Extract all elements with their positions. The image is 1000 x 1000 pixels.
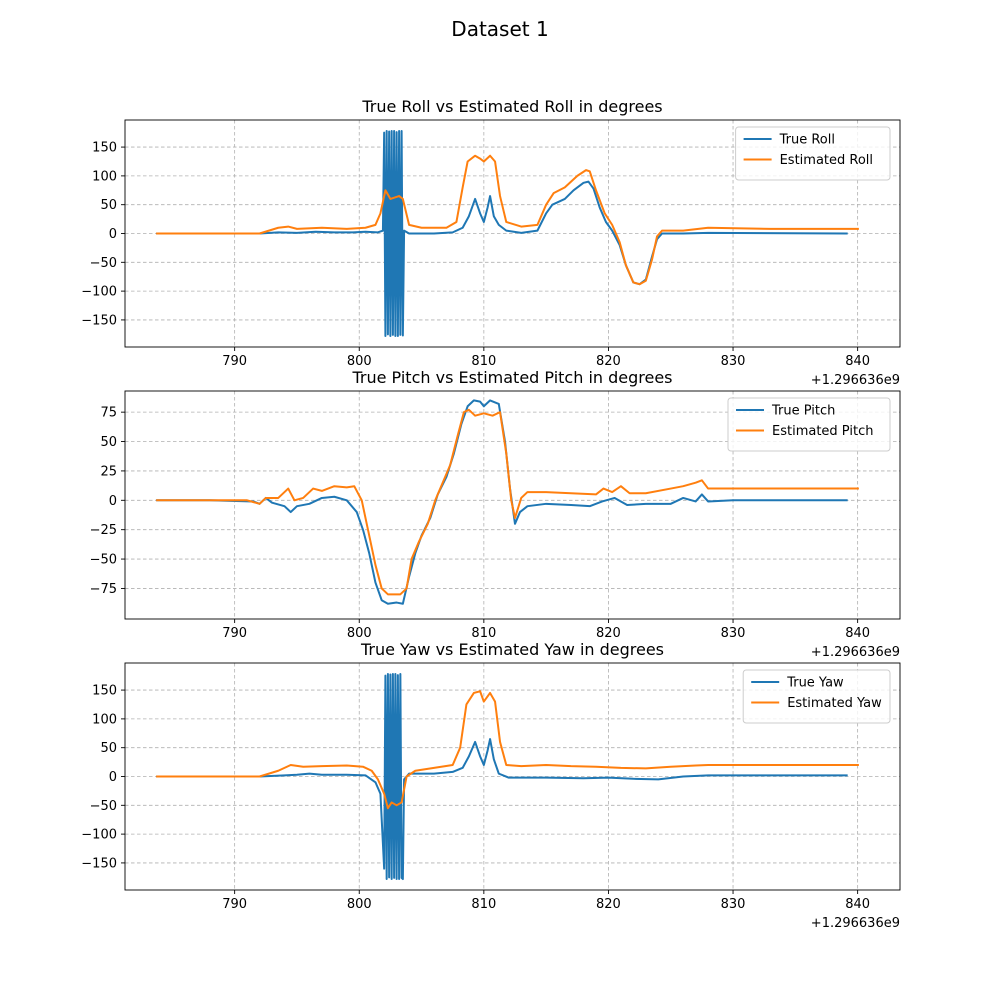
yaw-legend-box — [742, 669, 891, 724]
pitch-x-offset-label: +1.296636e9 — [811, 645, 900, 660]
pitch-legend-box — [727, 397, 891, 452]
true-roll-line — [156, 129, 848, 338]
roll-y-tick-label: −100 — [81, 285, 117, 300]
yaw-subplot-title: True Yaw vs Estimated Yaw in degrees — [360, 640, 664, 659]
roll-subplot: 790 800 810 820 830 840 −150 −100 −50 0 50 100 150 +1… — [81, 97, 901, 388]
yaw-y-tick-label: −150 — [81, 856, 117, 871]
roll-x-tick-label: 800 — [347, 354, 372, 369]
yaw-x-tick-label: 800 — [347, 897, 372, 912]
pitch-x-tick-label: 840 — [845, 626, 870, 641]
yaw-x-tick-label: 840 — [845, 897, 870, 912]
pitch-subplot: 790 800 810 820 830 840 −75 −50 −25 0 25 50 75 +1.296… — [90, 368, 901, 660]
yaw-y-tick-label: 150 — [92, 684, 117, 699]
pitch-y-tick-label: −50 — [90, 553, 117, 568]
pitch-y-tick-label: −25 — [90, 523, 117, 538]
pitch-x-tick-label: 810 — [471, 626, 496, 641]
true-yaw-legend-label: True Yaw — [786, 676, 844, 691]
pitch-axes-frame — [124, 390, 901, 620]
estimated-yaw-line — [156, 690, 859, 810]
pitch-x-tick-label: 800 — [347, 626, 372, 641]
estimated-pitch-line — [156, 408, 859, 596]
roll-x-offset-label: +1.296636e9 — [811, 373, 900, 388]
yaw-x-offset-label: +1.296636e9 — [811, 916, 900, 931]
yaw-x-tick-label: 820 — [596, 897, 621, 912]
roll-x-tick-label: 810 — [471, 354, 496, 369]
roll-y-tick-label: 50 — [100, 198, 117, 213]
true-yaw-line — [156, 672, 848, 881]
roll-y-tick-label: 100 — [92, 169, 117, 184]
roll-legend-box — [735, 126, 891, 181]
roll-subplot-title: True Roll vs Estimated Roll in degrees — [361, 97, 662, 116]
estimated-pitch-legend-label: Estimated Pitch — [772, 424, 873, 439]
yaw-y-tick-label: 50 — [100, 741, 117, 756]
pitch-y-tick-label: −75 — [90, 582, 117, 597]
roll-x-tick-label: 790 — [222, 354, 247, 369]
yaw-y-tick-label: −50 — [90, 799, 117, 814]
true-roll-legend-label: True Roll — [779, 133, 835, 148]
pitch-y-tick-label: 0 — [109, 494, 117, 509]
roll-y-tick-label: 150 — [92, 141, 117, 156]
roll-x-tick-label: 830 — [721, 354, 746, 369]
yaw-subplot: 790 800 810 820 830 840 −150 −100 −50 0 50 100 150 +1… — [81, 640, 901, 931]
yaw-x-tick-label: 830 — [721, 897, 746, 912]
roll-legend: True Roll Estimated Roll — [735, 126, 891, 181]
yaw-x-tick-label: 790 — [222, 897, 247, 912]
pitch-x-tick-label: 820 — [596, 626, 621, 641]
estimated-roll-legend-label: Estimated Roll — [780, 153, 873, 168]
pitch-legend: True Pitch Estimated Pitch — [727, 397, 891, 452]
roll-x-tick-label: 840 — [845, 354, 870, 369]
roll-y-tick-label: −50 — [90, 256, 117, 271]
pitch-subplot-title: True Pitch vs Estimated Pitch in degrees — [351, 368, 672, 387]
true-pitch-legend-label: True Pitch — [771, 404, 835, 419]
estimated-yaw-legend-label: Estimated Yaw — [787, 696, 882, 711]
yaw-y-tick-label: −100 — [81, 828, 117, 843]
roll-x-tick-label: 820 — [596, 354, 621, 369]
figure-suptitle: Dataset 1 — [451, 17, 548, 41]
pitch-x-tick-label: 790 — [222, 626, 247, 641]
pitch-y-tick-label: 50 — [100, 435, 117, 450]
pitch-y-tick-label: 25 — [100, 464, 117, 479]
yaw-x-tick-label: 810 — [471, 897, 496, 912]
roll-y-tick-label: 0 — [109, 227, 117, 242]
roll-y-tick-label: −150 — [81, 313, 117, 328]
yaw-legend: True Yaw Estimated Yaw — [742, 669, 891, 724]
estimated-roll-line — [156, 154, 859, 286]
pitch-x-tick-label: 830 — [721, 626, 746, 641]
pitch-y-tick-label: 75 — [100, 406, 117, 421]
yaw-y-tick-label: 0 — [109, 770, 117, 785]
yaw-y-tick-label: 100 — [92, 712, 117, 727]
